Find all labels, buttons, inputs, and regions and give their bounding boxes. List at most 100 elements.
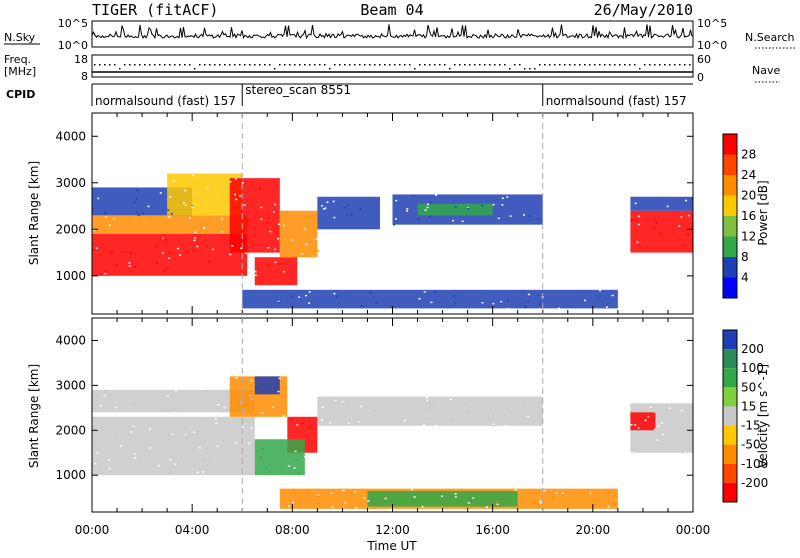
data-region: [317, 396, 543, 426]
data-speck: [149, 428, 151, 430]
nave-dot: [589, 64, 591, 66]
data-speck: [287, 505, 290, 507]
data-speck: [274, 248, 277, 251]
data-speck: [685, 199, 688, 202]
data-speck: [418, 298, 421, 300]
nave-label: Nave: [752, 64, 780, 77]
data-speck: [301, 422, 304, 424]
data-speck: [599, 289, 602, 292]
data-speck: [343, 501, 346, 504]
colorbar-swatch: [723, 368, 737, 388]
figure-title: TIGER (fitACF): [92, 1, 218, 19]
beam-label: Beam 04: [360, 1, 423, 19]
data-speck: [261, 412, 264, 414]
data-speck: [524, 305, 526, 307]
data-speck: [507, 308, 510, 310]
data-region: [92, 215, 248, 234]
data-speck: [531, 492, 534, 494]
nave-dot: [484, 64, 486, 66]
data-speck: [363, 497, 365, 499]
data-speck: [136, 189, 139, 192]
data-speck: [527, 416, 530, 418]
data-speck: [110, 252, 113, 255]
data-speck: [108, 224, 111, 226]
data-region: [367, 490, 518, 507]
nave-dot: [644, 64, 646, 66]
nsearch-label: N.Search: [745, 31, 795, 44]
nave-dot: [569, 64, 571, 66]
nave-dot: [244, 64, 246, 66]
data-speck: [481, 302, 484, 304]
data-speck: [235, 441, 238, 444]
data-speck: [683, 244, 686, 247]
nave-dot: [369, 64, 371, 66]
data-speck: [422, 424, 425, 426]
freq-panel: Freq. [MHz] 18 8 Nave 60 0: [4, 53, 780, 84]
data-speck: [136, 212, 139, 214]
nave-dot: [259, 64, 261, 66]
data-speck: [229, 253, 232, 256]
nave-dot: [489, 64, 491, 66]
data-speck: [260, 206, 263, 209]
nave-dot: [194, 68, 196, 70]
data-speck: [246, 219, 249, 222]
nave-dot: [504, 64, 506, 66]
data-speck: [291, 295, 294, 298]
data-speck: [537, 218, 540, 221]
colorbar-tick-label: 28: [741, 148, 756, 162]
nave-dot: [204, 64, 206, 66]
data-speck: [423, 291, 426, 293]
data-speck: [644, 419, 647, 422]
data-speck: [637, 223, 640, 226]
data-speck: [175, 390, 177, 392]
data-speck: [235, 377, 238, 379]
data-speck: [266, 221, 268, 224]
nave-dot: [409, 64, 411, 66]
nave-dot: [629, 64, 631, 66]
data-speck: [254, 270, 257, 273]
nave-dot: [124, 64, 126, 66]
nave-dot: [199, 64, 201, 66]
data-speck: [527, 293, 530, 296]
data-speck: [371, 497, 374, 500]
nave-dot: [599, 64, 601, 66]
nave-dot: [494, 64, 496, 66]
nave-dot: [274, 68, 276, 70]
data-speck: [406, 208, 409, 210]
data-speck: [99, 273, 102, 275]
data-speck: [653, 411, 656, 413]
data-speck: [260, 218, 263, 220]
cpid-segment-label: normalsound (fast) 157: [546, 94, 687, 108]
date-label: 26/May/2010: [594, 1, 693, 19]
data-speck: [638, 215, 641, 218]
data-speck: [231, 245, 234, 247]
data-speck: [173, 180, 176, 182]
data-speck: [301, 253, 304, 255]
data-speck: [320, 205, 323, 207]
colorbar-swatch: [723, 330, 737, 350]
colorbar-tick-label: 24: [741, 168, 756, 182]
data-speck: [321, 419, 323, 421]
nave-dot: [354, 64, 356, 66]
data-speck: [631, 452, 634, 454]
nave-tick-lo: 0: [697, 71, 704, 84]
nave-dot: [309, 64, 311, 66]
nsky-panel: N.Sky 10^5 10^0 N.Search 10^5 10^0: [4, 17, 795, 52]
data-speck: [501, 204, 504, 206]
data-speck: [132, 425, 135, 427]
cpid-label: CPID: [6, 88, 35, 101]
colorbar-swatch: [723, 257, 737, 278]
data-speck: [355, 507, 358, 509]
data-speck: [434, 210, 437, 212]
data-speck: [274, 261, 277, 264]
data-speck: [226, 398, 228, 400]
data-speck: [196, 471, 199, 474]
data-speck: [104, 215, 107, 218]
y-tick-label: 4000: [55, 333, 86, 347]
nave-dot: [224, 64, 226, 66]
data-speck: [450, 419, 453, 421]
data-speck: [470, 500, 473, 503]
data-speck: [274, 203, 277, 206]
data-speck: [175, 469, 178, 472]
data-speck: [167, 209, 170, 211]
